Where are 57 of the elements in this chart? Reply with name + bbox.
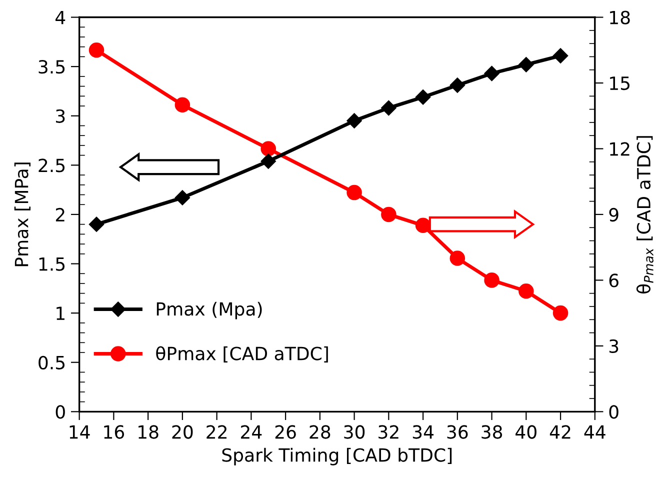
x-tick-label: 40 — [516, 425, 536, 439]
point — [381, 206, 396, 222]
y-tick-label: 3 — [56, 109, 65, 123]
x-tick-label: 32 — [378, 425, 398, 439]
x-tick-label: 30 — [344, 425, 365, 439]
point — [552, 305, 568, 321]
y-tick-label: 2 — [56, 208, 64, 222]
point — [260, 154, 276, 169]
point — [518, 284, 534, 299]
point — [484, 272, 500, 288]
y-tick-label: 0 — [56, 405, 65, 419]
x-tick-label: 44 — [584, 425, 606, 439]
x-tick-label: 26 — [275, 425, 296, 439]
point — [346, 113, 362, 128]
point — [415, 218, 431, 234]
y-tick-label: 4 — [56, 10, 66, 24]
y2-axis-title: θ$_{Pmax}$ [CAD aTDC] — [636, 136, 654, 294]
point — [450, 78, 465, 93]
x-tick-label: 14 — [70, 425, 90, 439]
x-tick-label: 20 — [172, 425, 193, 439]
y-tick-label: 1.5 — [39, 257, 65, 271]
legend-label: θPmax [CAD aTDC] — [156, 346, 328, 362]
y2-tick-label: 18 — [610, 10, 630, 24]
x-tick-label: 16 — [104, 425, 124, 439]
y-axis-title: Pmax [MPa] — [14, 162, 30, 266]
x-tick-label: 38 — [482, 425, 502, 439]
point — [415, 90, 431, 105]
y2-tick-label: 9 — [609, 208, 618, 222]
point — [346, 184, 362, 200]
y-tick-label: 1 — [56, 306, 64, 320]
x-tick-label: 36 — [447, 425, 468, 439]
y2-tick-label: 12 — [610, 142, 630, 156]
y2-tick-label: 15 — [610, 76, 630, 90]
point — [174, 97, 190, 113]
x-tick-label: 22 — [206, 425, 226, 439]
point — [484, 66, 500, 82]
point — [450, 250, 466, 266]
y2-tick-label: 0 — [609, 405, 618, 419]
legend-label: Pmax (Mpa) — [156, 302, 262, 320]
point — [174, 190, 190, 206]
point — [260, 141, 276, 156]
x-tick-label: 18 — [138, 425, 158, 439]
point — [518, 57, 534, 72]
x-tick-label: 42 — [550, 425, 570, 439]
point — [88, 216, 104, 232]
y-tick-label: 0.5 — [38, 356, 65, 370]
x-tick-label: 28 — [310, 425, 330, 439]
x-tick-label: 24 — [241, 425, 262, 439]
point — [88, 42, 104, 58]
y2-tick-label: 6 — [609, 274, 618, 288]
x-tick-label: 34 — [412, 425, 434, 439]
point — [381, 100, 396, 116]
y2-tick-label: 3 — [609, 339, 618, 354]
y-tick-label: 2.5 — [38, 158, 65, 172]
x-axis-title: Spark Timing [CAD bTDC] — [222, 448, 452, 466]
y-tick-label: 3.5 — [38, 60, 65, 74]
point — [552, 48, 568, 64]
